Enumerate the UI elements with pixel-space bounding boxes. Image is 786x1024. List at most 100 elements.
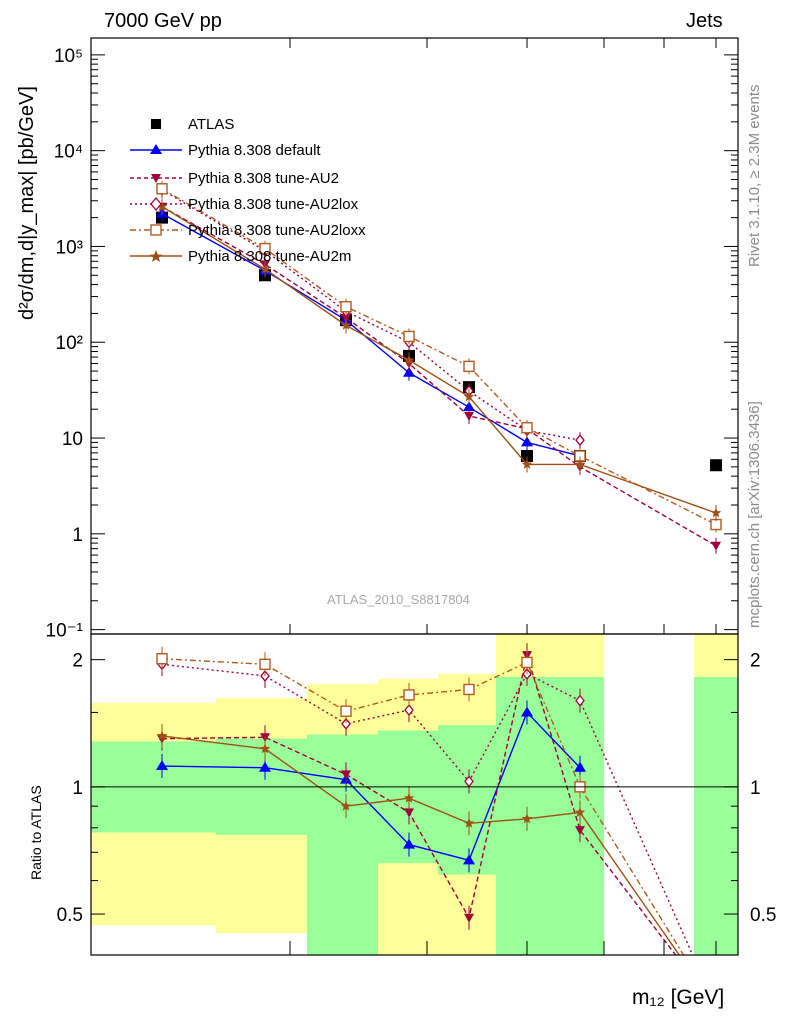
x-axis-label: m₁₂ [GeV] bbox=[632, 986, 725, 1009]
main-point-default bbox=[463, 401, 475, 412]
main-point-au2loxx bbox=[521, 422, 533, 434]
main-point-au2loxx bbox=[403, 330, 415, 343]
ratio-point-au2m bbox=[340, 800, 352, 811]
header-energy-label: 7000 GeV pp bbox=[104, 10, 222, 32]
ratio-ytick-label-right: 2 bbox=[750, 651, 761, 672]
ratio-ytick-label-right: 0.5 bbox=[750, 905, 776, 926]
rivet-version-label: Rivet 3.1.10, ≥ 2.3M events bbox=[746, 84, 763, 268]
ratio-point-default bbox=[521, 706, 533, 717]
main-point-au2loxx bbox=[710, 518, 722, 531]
main-y-axis-label: d²σ/dm,d|y_max| [pb/GeV] bbox=[16, 86, 38, 320]
main-ytick-label: 10⁻¹ bbox=[46, 621, 84, 642]
legend-marker-au2lox bbox=[130, 196, 182, 212]
legend-item-default: Pythia 8.308 default bbox=[130, 138, 321, 162]
ratio-point-au2 bbox=[464, 913, 474, 923]
ratio-point-au2loxx bbox=[403, 689, 415, 701]
ratio-y-axis-label: Ratio to ATLAS bbox=[28, 785, 44, 880]
main-point-au2m bbox=[463, 391, 475, 402]
ratio-series-au2m bbox=[156, 723, 681, 955]
main-ytick-label: 10² bbox=[56, 333, 83, 354]
ratio-frame bbox=[90, 633, 739, 956]
legend-label-default: Pythia 8.308 default bbox=[188, 141, 321, 159]
ratio-band-inner bbox=[307, 734, 378, 955]
ratio-series-clip bbox=[156, 643, 694, 955]
main-point-au2m bbox=[156, 201, 168, 212]
legend-item-atlas: ATLAS bbox=[130, 112, 234, 136]
legend-item-au2lox: Pythia 8.308 tune-AU2lox bbox=[130, 192, 358, 216]
main-series-clip bbox=[156, 180, 722, 554]
ratio-line-au2m bbox=[161, 735, 681, 955]
ratio-point-au2lox bbox=[341, 717, 351, 730]
main-point-au2m bbox=[340, 319, 352, 330]
ratio-point-au2m bbox=[574, 806, 586, 817]
ratio-point-au2 bbox=[404, 808, 414, 818]
main-point-au2 bbox=[711, 541, 721, 551]
legend-item-au2: Pythia 8.308 tune-AU2 bbox=[130, 166, 339, 190]
legend-marker-atlas bbox=[151, 119, 161, 129]
main-ytick-label: 10⁵ bbox=[54, 46, 83, 67]
ratio-point-au2m bbox=[521, 813, 533, 824]
main-point-au2m bbox=[521, 458, 533, 469]
legend-label-au2m: Pythia 8.308 tune-AU2m bbox=[188, 247, 352, 265]
ratio-ytick-label: 2 bbox=[72, 651, 83, 672]
legend-marker-au2m bbox=[130, 250, 182, 262]
main-point-au2m bbox=[710, 507, 722, 518]
main-point-au2loxx bbox=[463, 360, 475, 373]
ratio-point-au2loxx bbox=[521, 656, 533, 669]
main-ytick-label: 10 bbox=[62, 429, 83, 450]
main-point-default bbox=[521, 436, 533, 447]
ratio-band-inner bbox=[694, 676, 738, 955]
main-line-au2loxx bbox=[161, 188, 717, 526]
ratio-ytick-label: 0.5 bbox=[57, 905, 83, 926]
main-series-layer bbox=[156, 180, 722, 554]
ratio-point-au2lox bbox=[404, 703, 414, 717]
main-point-default bbox=[403, 366, 415, 377]
legend-label-atlas: ATLAS bbox=[188, 115, 235, 133]
main-point-au2m bbox=[574, 458, 586, 469]
main-point-au2loxx bbox=[259, 242, 271, 255]
ratio-point-default bbox=[574, 761, 586, 772]
main-point-atlas bbox=[710, 459, 722, 472]
ratio-point-default bbox=[259, 761, 271, 772]
main-line-au2 bbox=[161, 206, 717, 547]
ratio-series-layer bbox=[156, 643, 694, 955]
ratio-point-au2m bbox=[463, 817, 475, 828]
main-series-au2loxx bbox=[156, 180, 722, 533]
ratio-point-au2m bbox=[156, 730, 168, 741]
ratio-ytick-label: 1 bbox=[72, 778, 83, 799]
main-ytick-label: 1 bbox=[72, 525, 83, 546]
ratio-point-default bbox=[463, 854, 475, 865]
mcplots-label: mcplots.cern.ch [arXiv:1306.3436] bbox=[746, 401, 763, 628]
analysis-watermark: ATLAS_2010_S8817804 bbox=[327, 592, 470, 607]
ratio-point-au2loxx bbox=[259, 658, 271, 670]
main-line-au2m bbox=[161, 206, 717, 514]
legend-marker-au2 bbox=[130, 174, 182, 183]
ratio-uncertainty-bands bbox=[91, 634, 738, 955]
ratio-ytick-label-right: 1 bbox=[750, 778, 761, 799]
legend-item-au2m: Pythia 8.308 tune-AU2m bbox=[130, 244, 351, 268]
main-point-atlas bbox=[521, 449, 533, 462]
ratio-point-au2loxx bbox=[156, 653, 168, 665]
legend-marker-au2loxx bbox=[130, 224, 182, 236]
axis-frames: 10⁻¹ 1 10 10² 10³ 10⁴ 10⁵ 0.5 0.5 1 1 2 2 bbox=[46, 37, 776, 956]
legend-label-au2: Pythia 8.308 tune-AU2 bbox=[188, 169, 339, 187]
ratio-point-au2m bbox=[259, 743, 271, 754]
ratio-point-default bbox=[156, 760, 168, 771]
main-ytick-label: 10³ bbox=[56, 237, 83, 258]
ratio-point-au2loxx bbox=[340, 705, 352, 717]
legend-label-au2loxx: Pythia 8.308 tune-AU2loxx bbox=[188, 221, 366, 239]
main-ytick-label: 10⁴ bbox=[54, 142, 83, 163]
legend-marker-default bbox=[130, 144, 182, 154]
legend-item-au2loxx: Pythia 8.308 tune-AU2loxx bbox=[130, 218, 366, 242]
ratio-line-au2 bbox=[161, 652, 677, 955]
header-jets-label: Jets bbox=[686, 10, 723, 32]
ratio-point-au2lox bbox=[575, 694, 585, 707]
ratio-band-inner bbox=[438, 725, 496, 875]
main-series-au2m bbox=[156, 198, 722, 521]
ratio-point-au2 bbox=[575, 826, 585, 836]
main-point-au2lox bbox=[575, 434, 585, 447]
main-point-au2loxx bbox=[340, 300, 352, 313]
legend-label-au2lox: Pythia 8.308 tune-AU2lox bbox=[188, 195, 359, 213]
ratio-point-au2loxx bbox=[463, 683, 475, 696]
